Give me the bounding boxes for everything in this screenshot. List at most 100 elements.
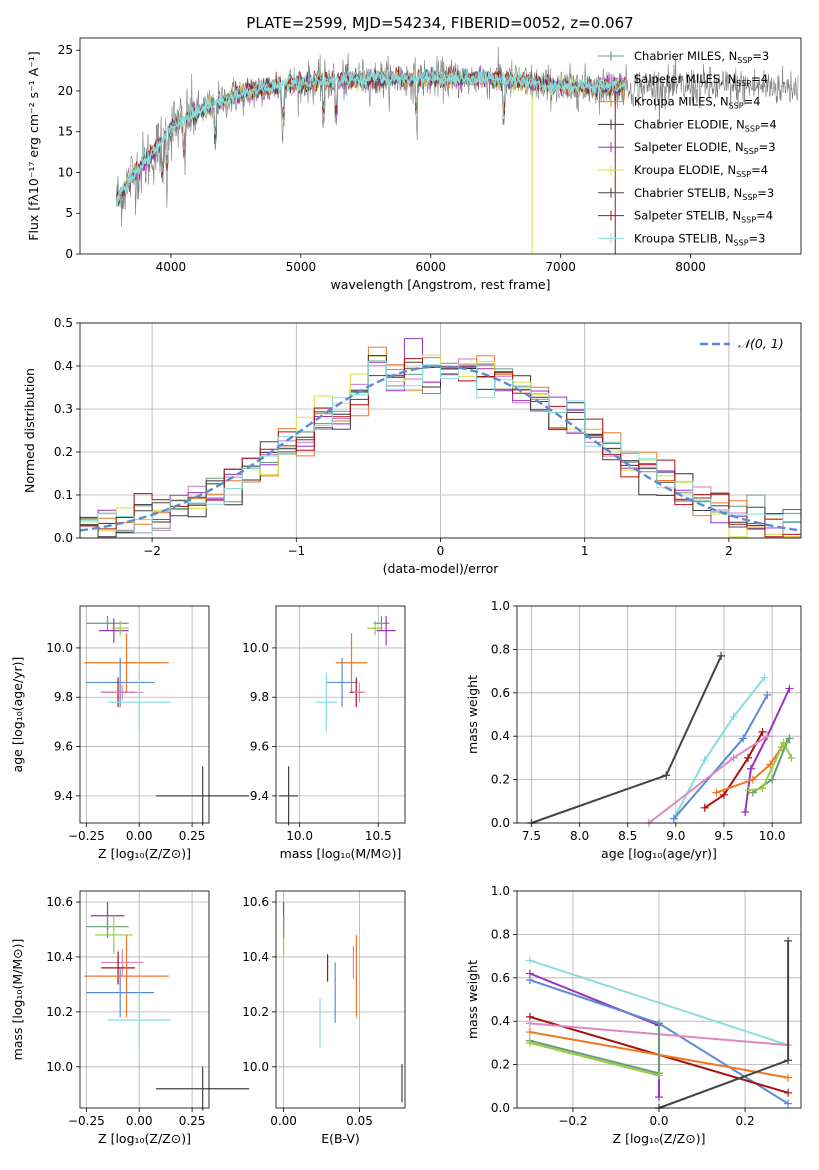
y-tick-label: 15 [58,125,73,139]
age-vs-Z-axes: −0.25 0.00 0.25 9.4 9.6 9.8 10.0 Z [log₁₀(Z/Z⊙)… [10,606,209,861]
series-line [715,746,783,794]
age-vs-mass-frame [275,605,406,824]
series-marker [746,764,755,773]
massweight-vs-Z-axes: −0.2 0.0 0.2 0.0 0.2 0.4 0.6 0.8 1.0 Z [log₁₀(Z/Z… [465,884,801,1146]
x-axis-label: (data-model)/error [383,561,500,576]
age-vs-Z-frame [79,605,210,824]
series-line [673,694,769,820]
x-axis-label: Z [log₁₀(Z/Z⊙)] [613,1131,706,1146]
mass-vs-ebv-frame [275,890,406,1109]
series-marker [760,673,769,682]
y-tick-label: 10 [58,165,73,179]
model-spectrum-line [116,72,626,208]
x-tick-label: 0.00 [126,829,153,843]
model-spectrum-line [116,66,626,204]
series-line [673,676,766,820]
residual-histogram [79,354,802,538]
residual-histogram [79,360,802,538]
y-tick-label: 10.0 [242,641,269,655]
legend-label: Salpeter MILES, NSSP=4 [634,72,768,88]
series-marker [785,684,794,693]
y-tick-label: 0.4 [54,359,73,373]
x-tick-label: 6000 [415,260,446,274]
spectrum-legend: Chabrier MILES, NSSP=3 Salpeter MILES, NS… [598,49,777,247]
x-tick-label: 10.5 [365,829,392,843]
series-marker [729,753,738,762]
legend-label: Chabrier STELIB, NSSP=3 [634,186,774,202]
y-tick-label: 9.6 [54,740,73,754]
massweight-vs-Z-frame [516,890,802,1109]
series-marker [525,1019,534,1028]
x-tick-label: −1 [287,544,305,558]
x-axis-label: mass [log₁₀(M/M⊙)] [280,846,402,861]
x-tick-label: 5000 [286,260,317,274]
y-axis-label: mass weight [465,960,480,1039]
series-marker [784,1073,793,1082]
y-tick-label: 0.4 [491,1014,510,1028]
y-tick-label: 0.6 [491,686,510,700]
y-tick-label: 5 [65,206,73,220]
series-marker [744,753,753,762]
y-tick-label: 25 [58,43,73,57]
y-axis-label: age [log₁₀(age/yr)] [10,657,25,773]
y-tick-label: 9.6 [250,740,269,754]
age-vs-mass-panel: 10.0 10.5 9.4 9.6 9.8 10.0 mass [log₁₀(M/M⊙)] [242,605,406,861]
model-spectrum-line-top [115,70,626,206]
y-tick-label: 10.0 [46,641,73,655]
x-tick-label: 0 [437,544,445,558]
residuals-panel: −2 −1 0 1 2 0.0 0.1 0.2 0.3 0.4 0.5 (data-model)/er… [22,316,802,576]
series-marker [717,651,726,660]
x-tick-label: 0.25 [179,829,206,843]
series-marker [741,808,750,817]
y-tick-label: 0.0 [54,531,73,545]
massweight-vs-age-frame [516,605,802,824]
series-marker [784,936,793,945]
series-marker [655,1019,663,1028]
residual-histogram [79,355,802,538]
y-tick-label: 9.4 [54,789,73,803]
x-tick-label: 0.2 [736,1114,755,1128]
massweight-vs-age-axes: 7.5 8.0 8.5 9.0 9.5 10.0 0.0 0.2 0.4 0.6 0.8 1.0 age… [465,599,801,861]
x-tick-label: 8.0 [570,829,589,843]
legend-label: Chabrier MILES, NSSP=3 [634,49,769,65]
mass-vs-Z-panel: −0.25 0.00 0.25 10.0 10.2 10.4 10.6 Z [log₁₀(Z/… [10,890,250,1146]
series-line [529,959,789,1047]
x-tick-label: 4000 [156,260,187,274]
y-tick-label: 0.0 [491,1101,510,1115]
series-marker [655,1071,663,1080]
series-marker [784,1099,793,1108]
gaussian-legend-label: 𝒩(0, 1) [738,336,784,351]
y-tick-label: 0.4 [491,729,510,743]
mass-vs-Z-axes: −0.25 0.00 0.25 10.0 10.2 10.4 10.6 Z [log₁₀(Z/… [10,891,209,1146]
age-vs-Z-panel: −0.25 0.00 0.25 9.4 9.6 9.8 10.0 Z [log₁₀(Z/Z⊙)… [10,605,250,861]
x-tick-label: 0.00 [126,1114,153,1128]
series-marker [525,1038,534,1047]
y-tick-label: 10.6 [242,895,269,909]
series-marker [768,775,777,784]
y-axis-label: mass [log₁₀(M/M⊙)] [10,939,25,1061]
x-tick-label: 10.0 [759,829,786,843]
series-marker [729,712,738,721]
y-tick-label: 0.2 [491,773,510,787]
y-tick-label: 0.5 [54,316,73,330]
legend-label: Kroupa ELODIE, NSSP=4 [634,163,768,179]
massweight-vs-Z-panel: −0.2 0.0 0.2 0.0 0.2 0.4 0.6 0.8 1.0 Z [log₁₀(Z/Z… [465,884,802,1146]
y-tick-label: 0.0 [491,816,510,830]
series-marker [719,790,728,799]
legend-label: Salpeter STELIB, NSSP=4 [634,209,773,225]
figure-title: PLATE=2599, MJD=54234, FIBERID=0052, z=0… [246,14,633,32]
x-tick-label: 1 [581,544,589,558]
spectrum-frame [79,37,802,255]
series-marker [779,738,788,747]
y-tick-label: 9.8 [54,690,73,704]
series-marker [739,734,748,743]
mass-vs-ebv-axes: 0.00 0.05 10.0 10.2 10.4 10.6 E(B-V) [242,891,405,1146]
y-tick-label: 0.1 [54,488,73,502]
series-marker [525,956,534,965]
y-tick-label: 20 [58,84,73,98]
series-marker [700,756,709,765]
y-tick-label: 10.2 [242,1005,269,1019]
series-marker [758,727,767,736]
series-marker [748,775,757,784]
